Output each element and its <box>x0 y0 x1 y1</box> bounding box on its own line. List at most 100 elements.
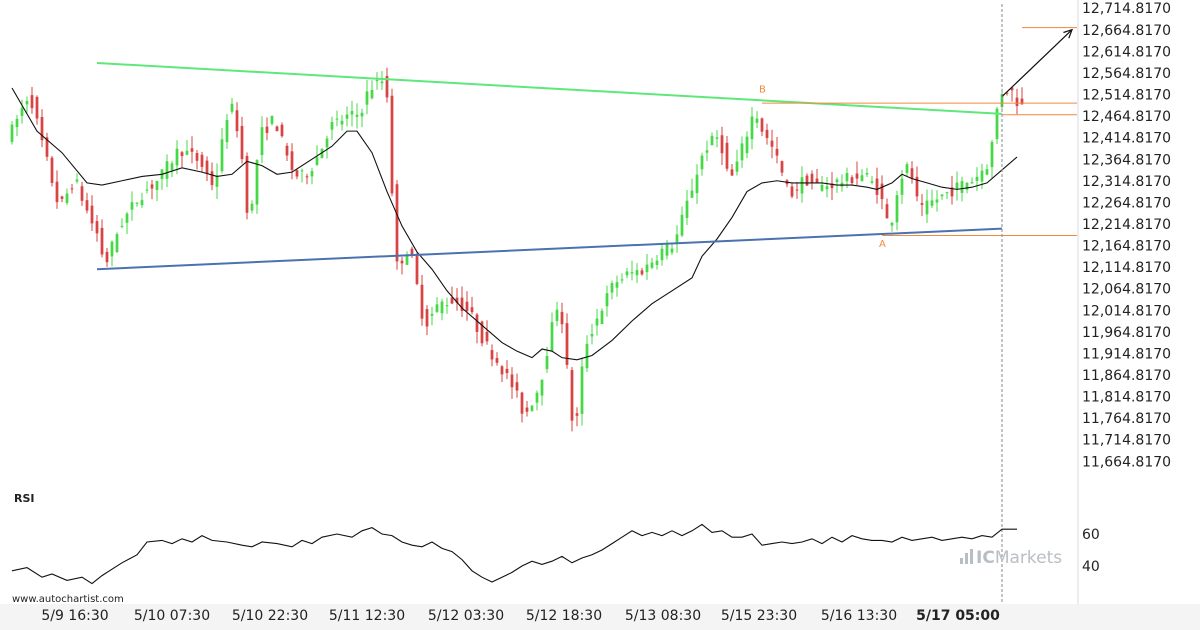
candle-body <box>495 357 499 363</box>
candle <box>920 194 924 217</box>
candle <box>275 125 279 132</box>
candle-body <box>455 297 459 303</box>
candle <box>65 188 69 206</box>
candle-body <box>480 321 484 344</box>
candle-body <box>155 180 159 191</box>
candle-body <box>995 108 999 140</box>
candle <box>800 166 804 203</box>
candle-body <box>130 202 134 210</box>
candle-body <box>295 170 299 177</box>
candle <box>120 218 124 229</box>
candle <box>330 116 334 141</box>
resistance-trendline <box>96 61 1003 115</box>
candle-body <box>670 248 674 253</box>
candle <box>365 79 369 115</box>
brand-name: ICMarkets <box>976 548 1062 568</box>
candle <box>25 96 29 113</box>
candle-body <box>165 161 169 179</box>
candle <box>520 391 524 423</box>
candle <box>610 280 614 300</box>
candle-body <box>825 186 829 190</box>
candle-body <box>300 170 304 172</box>
price-tick-label: 12,264.8170 <box>1082 195 1171 211</box>
time-tick-label: 5/17 05:00 <box>916 608 1000 624</box>
candle <box>105 247 109 267</box>
price-tick-label: 11,764.8170 <box>1082 411 1171 427</box>
candle-body <box>850 177 854 184</box>
candle <box>375 72 379 90</box>
candle <box>540 379 544 406</box>
candle <box>850 175 854 186</box>
candle <box>865 167 869 178</box>
candle <box>680 206 684 237</box>
candle-body <box>230 103 234 112</box>
candle-body <box>905 164 909 174</box>
candle-body <box>705 150 709 153</box>
price-tick-label: 12,214.8170 <box>1082 217 1171 233</box>
candle <box>560 302 564 334</box>
rsi-line <box>11 523 1017 585</box>
price-tick-label: 12,664.8170 <box>1082 23 1171 39</box>
candle <box>685 189 689 225</box>
time-tick-label: 5/12 03:30 <box>428 608 504 624</box>
candle <box>745 131 749 159</box>
candle-body <box>45 137 49 157</box>
time-tick-label: 5/15 23:30 <box>721 608 797 624</box>
candle-body <box>675 234 679 244</box>
price-tick-label: 11,714.8170 <box>1082 433 1171 449</box>
candle <box>695 164 699 204</box>
candle <box>495 352 499 366</box>
candle <box>590 323 594 345</box>
candle <box>485 320 489 345</box>
price-tick-label: 12,114.8170 <box>1082 260 1171 276</box>
candle-body <box>710 136 714 146</box>
candle <box>240 116 244 164</box>
rsi-title: RSI <box>14 492 35 505</box>
candle-body <box>695 174 699 194</box>
candle <box>780 160 784 177</box>
candle-body <box>900 178 904 195</box>
candle <box>265 117 269 141</box>
candle-body <box>625 271 629 276</box>
source-watermark: www.autochartist.com <box>12 594 124 605</box>
candle-body <box>595 318 599 326</box>
candle-body <box>830 183 834 189</box>
candle-body <box>820 184 824 191</box>
candle-body <box>915 176 919 197</box>
candle-body <box>435 304 439 312</box>
candle <box>385 67 389 103</box>
candle-body <box>50 157 54 183</box>
candle-body <box>765 129 769 139</box>
candle-body <box>15 118 19 128</box>
candle-body <box>80 186 84 201</box>
time-tick-label: 5/16 13:30 <box>821 608 897 624</box>
time-tick-label: 5/12 18:30 <box>526 608 602 624</box>
candle-body <box>535 392 539 403</box>
candle <box>510 367 514 399</box>
candle <box>55 170 59 209</box>
candle-body <box>650 262 654 268</box>
candle-body <box>880 183 884 200</box>
price-tick-label: 12,564.8170 <box>1082 66 1171 82</box>
candle <box>775 137 779 164</box>
candle <box>880 175 884 210</box>
candle-body <box>925 200 929 215</box>
candle <box>955 171 959 201</box>
candle-body <box>200 154 204 167</box>
candle-body <box>475 314 479 332</box>
candle-body <box>875 178 879 195</box>
candle <box>420 275 424 326</box>
candle-body <box>780 161 784 173</box>
candle <box>355 103 359 129</box>
candle-body <box>385 75 389 98</box>
candle <box>615 275 619 297</box>
candle-body <box>530 405 534 411</box>
candle <box>60 195 64 203</box>
candle <box>530 404 534 412</box>
price-tick-label: 11,664.8170 <box>1082 454 1171 470</box>
candle <box>710 132 714 146</box>
candle <box>450 286 454 305</box>
candle-body <box>760 118 764 132</box>
candle-body <box>490 350 494 360</box>
